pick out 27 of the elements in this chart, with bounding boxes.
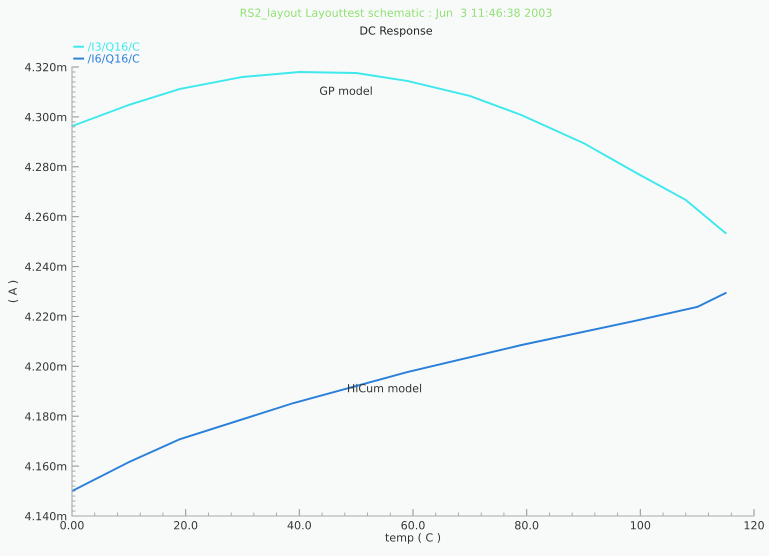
chart-title: RS2_layout Layouttest schematic : Jun 3 11:46:38 2003 — [240, 8, 552, 20]
y-tick-label: 4.320m — [25, 62, 66, 72]
y-tick-label: 4.200m — [25, 362, 66, 371]
y-tick-label: 4.180m — [25, 412, 66, 421]
y-tick-label: 4.140m — [25, 512, 66, 520]
x-tick-label: 20.0 — [174, 521, 198, 530]
annotation: GP model — [320, 86, 372, 95]
x-tick-label: 100 — [630, 521, 650, 530]
y-tick-label: 4.240m — [25, 262, 66, 271]
legend-label: /I3/Q16/C — [88, 42, 140, 52]
line-series — [72, 292, 727, 492]
line-series — [72, 71, 727, 234]
y-tick-label: 4.220m — [25, 312, 66, 321]
y-axis-title: ( A ) — [8, 280, 18, 302]
x-tick-label: 60.0 — [401, 521, 425, 530]
x-tick-label: 80.0 — [515, 521, 538, 530]
x-tick-label: 40.0 — [288, 521, 311, 530]
y-tick-label: 4.300m — [25, 112, 66, 122]
legend-label: /I6/Q16/C — [88, 54, 140, 64]
x-tick-label: 0.00 — [60, 521, 84, 530]
chart-subtitle: DC Response — [360, 26, 432, 37]
y-tick-label: 4.280m — [25, 162, 66, 172]
y-tick-label: 4.260m — [25, 212, 66, 222]
annotation: HiCum model — [348, 384, 422, 392]
x-axis-title: temp ( C ) — [385, 533, 440, 544]
y-tick-label: 4.160m — [25, 462, 66, 470]
x-tick-label: 120 — [744, 521, 764, 530]
